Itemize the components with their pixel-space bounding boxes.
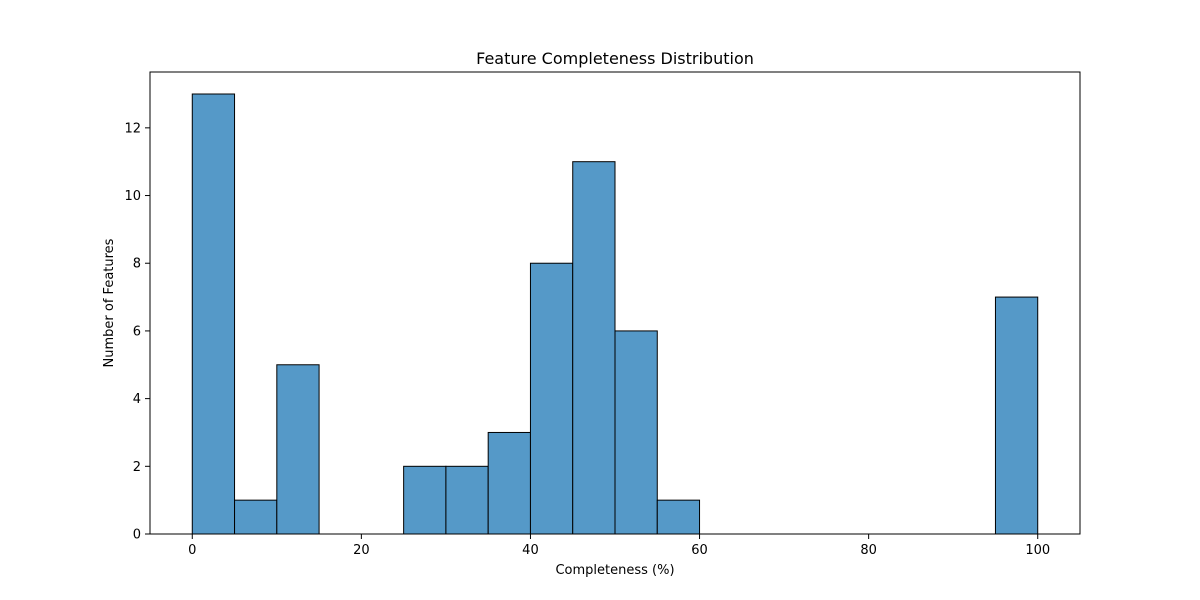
- chart-title: Feature Completeness Distribution: [476, 49, 754, 68]
- y-axis-ticks: 0 2 4 6 8 10 12: [124, 121, 150, 543]
- x-tick-label: 80: [860, 543, 877, 558]
- histogram-bar: [487, 431, 531, 535]
- x-tick-label: 20: [353, 543, 370, 558]
- x-axis-ticks: 0 20 40 60 80 100: [188, 534, 1050, 558]
- histogram-bar: [656, 499, 701, 535]
- y-tick-label: 8: [133, 257, 141, 272]
- plot-frame: [149, 71, 1081, 535]
- histogram-bar: [276, 364, 320, 535]
- bars-layer: [191, 93, 1039, 535]
- x-tick-label: 0: [188, 543, 196, 558]
- histogram-bar: [529, 262, 574, 535]
- x-axis-label: Completeness (%): [555, 563, 674, 578]
- x-tick-label: 60: [691, 543, 708, 558]
- histogram-bar: [572, 161, 616, 535]
- histogram-bar: [191, 93, 236, 535]
- y-tick-label: 2: [133, 460, 141, 475]
- histogram-bar: [994, 296, 1039, 535]
- y-tick-label: 0: [133, 528, 141, 543]
- y-tick-label: 4: [133, 392, 141, 407]
- x-tick-label: 40: [522, 543, 539, 558]
- histogram-bar: [234, 499, 278, 535]
- y-axis-label: Number of Features: [102, 238, 117, 367]
- y-tick-label: 12: [124, 121, 141, 136]
- histogram-bar: [614, 330, 658, 535]
- y-tick-label: 6: [133, 324, 141, 339]
- histogram-bar: [445, 465, 489, 535]
- histogram-bar: [403, 465, 447, 535]
- x-tick-label: 100: [1025, 543, 1050, 558]
- y-tick-label: 10: [124, 189, 141, 204]
